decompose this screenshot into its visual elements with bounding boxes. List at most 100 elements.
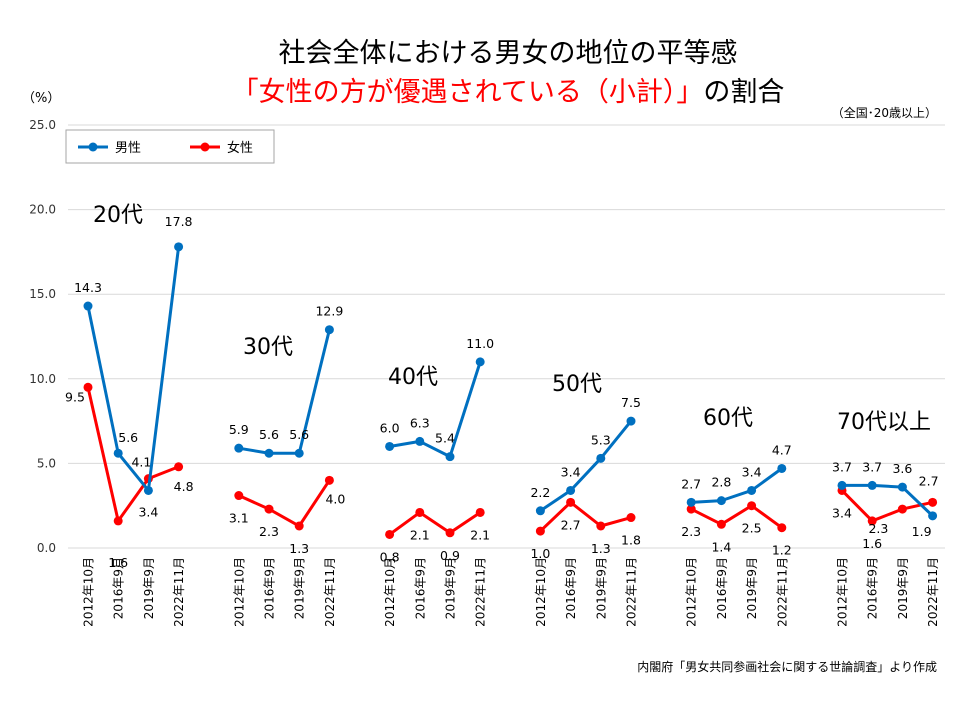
y-unit-label: （%） (22, 91, 60, 106)
legend: 男性 女性 (65, 129, 275, 164)
group-label: 50代 (552, 372, 602, 397)
data-point (626, 513, 636, 523)
data-point (837, 480, 847, 490)
data-point (897, 504, 907, 514)
data-label: 3.7 (832, 459, 852, 474)
data-point (566, 497, 576, 507)
series-line-female (840, 489, 933, 523)
y-tick-label: 10.0 (29, 372, 56, 386)
data-label: 7.5 (621, 395, 641, 410)
x-tick-label: 2022年11月 (775, 557, 789, 627)
series-line-male (539, 420, 633, 513)
data-label: 2.3 (681, 524, 701, 539)
x-tick-label: 2022年11月 (474, 557, 488, 627)
data-label: 1.3 (289, 541, 309, 556)
data-point (83, 301, 93, 311)
data-point (716, 519, 726, 529)
data-label: 3.4 (742, 464, 762, 479)
data-point (143, 485, 153, 495)
data-point (294, 521, 304, 531)
data-label: 3.4 (561, 464, 581, 479)
data-label: 3.6 (892, 461, 912, 476)
data-point (686, 504, 696, 514)
data-point (264, 448, 274, 458)
chart-title-line2: 「女性の方が優遇されている（小計）」の割合 (232, 77, 785, 108)
x-tick-label: 2016年9月 (715, 557, 729, 619)
x-tick-label: 2022年11月 (323, 557, 337, 627)
data-label: 4.0 (325, 491, 345, 506)
series-line-male (238, 329, 331, 455)
data-point (445, 528, 455, 538)
data-point (747, 501, 757, 511)
x-tick-label: 2019年9月 (896, 557, 910, 619)
data-point (535, 506, 545, 516)
series-line-male (86, 246, 181, 492)
data-label: 4.1 (131, 455, 151, 470)
data-point (535, 526, 545, 536)
data-point (686, 497, 696, 507)
series-line-female (238, 479, 331, 528)
x-tick-label: 2012年10月 (534, 557, 548, 627)
group-label: 60代 (703, 406, 753, 431)
data-point (777, 523, 787, 533)
data-label: 1.6 (108, 555, 128, 570)
data-point (324, 325, 334, 335)
series-line-female (86, 386, 180, 523)
data-point (385, 441, 395, 451)
scope-note: （全国･20歳以上） (832, 105, 937, 120)
data-label: 2.7 (561, 517, 581, 532)
group-label: 40代 (388, 365, 438, 390)
data-point (626, 416, 636, 426)
x-tick-label: 2019年9月 (444, 557, 458, 619)
data-point (234, 491, 244, 501)
data-point (777, 463, 787, 473)
data-label: 4.8 (174, 479, 194, 494)
data-label: 3.4 (832, 505, 852, 520)
data-point (415, 507, 425, 517)
group-label: 30代 (243, 335, 293, 360)
plot-area: 0.0 5.0 10.0 15.0 20.0 25.0 2012年10月 2016年9月 201… (29, 118, 945, 627)
legend-female-label: 女性 (227, 140, 253, 156)
data-label: 1.2 (772, 543, 792, 558)
data-label: 1.4 (711, 539, 731, 554)
group-label: 20代 (93, 203, 143, 228)
data-label: 6.0 (380, 420, 400, 435)
data-point (83, 382, 93, 392)
data-label: 1.9 (912, 524, 932, 539)
chart-title-rest: の割合 (703, 77, 784, 108)
series-line-male (691, 467, 783, 504)
data-label: 5.6 (289, 427, 309, 442)
source-note: 内閣府「男女共同参画社会に関する世論調査」より作成 (637, 659, 937, 674)
series-line-female (690, 504, 783, 529)
data-label: 0.8 (380, 549, 400, 564)
data-label: 4.7 (772, 442, 792, 457)
data-label: 9.5 (65, 389, 85, 404)
data-point (174, 462, 184, 472)
series-line-female (388, 510, 482, 536)
data-point (475, 357, 485, 367)
data-label: 14.3 (74, 280, 102, 295)
data-point (596, 521, 606, 531)
data-label: 12.9 (315, 304, 343, 319)
data-label: 5.9 (229, 422, 249, 437)
data-point (867, 480, 877, 490)
data-label: 5.6 (118, 430, 138, 445)
data-label: 2.2 (530, 485, 550, 500)
legend-female-marker (200, 142, 210, 152)
y-tick-label: 5.0 (37, 456, 56, 470)
y-tick-label: 0.0 (37, 541, 56, 555)
x-tick-label: 2022年11月 (926, 557, 940, 627)
data-point (747, 485, 757, 495)
data-point (596, 453, 606, 463)
data-label: 2.1 (470, 527, 490, 542)
x-tick-label: 2022年11月 (172, 557, 186, 627)
group-label: 70代以上 (837, 410, 931, 435)
data-point (928, 497, 938, 507)
data-label: 3.4 (138, 504, 158, 519)
x-tick-label: 2016年9月 (112, 557, 126, 619)
data-label: 5.4 (435, 431, 455, 446)
data-label: 2.5 (742, 521, 762, 536)
data-point (294, 448, 304, 458)
data-label: 3.7 (862, 459, 882, 474)
